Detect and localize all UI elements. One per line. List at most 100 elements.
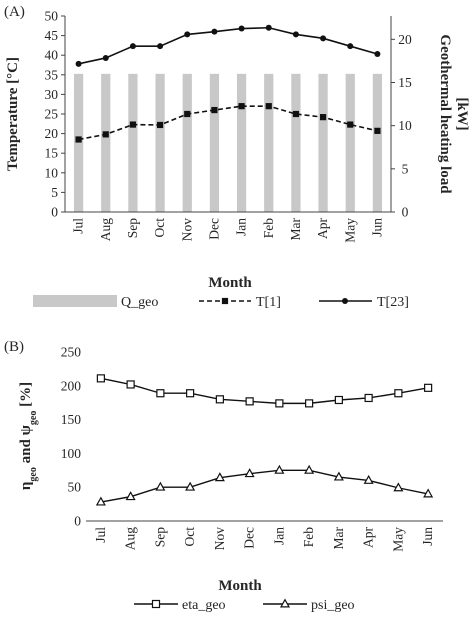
panel-label-b: (B) xyxy=(4,339,24,355)
b-point-psi_geo xyxy=(185,481,196,491)
a-right-axis-title-line1: Geothermal heating load xyxy=(437,34,453,194)
b-y-tick-label: 150 xyxy=(61,412,82,427)
b-point-eta_geo xyxy=(275,399,284,408)
b-x-tick-label: Jul xyxy=(93,527,108,543)
a-bar-Nov xyxy=(182,73,192,212)
a-legend-marker-T[23] xyxy=(342,298,348,304)
a-x-tick-label: Mar xyxy=(288,218,303,241)
b-x-tick-label: Jun xyxy=(420,527,435,546)
a-legend-label: T[1] xyxy=(256,295,281,310)
b-legend-marker-eta_geo xyxy=(151,599,161,609)
a-x-tick-label: Jul xyxy=(71,218,86,234)
b-y-tick-label: 250 xyxy=(61,345,82,360)
b-legend-marker-psi_geo xyxy=(279,598,291,608)
a-y-tick-label: 25 xyxy=(45,107,59,122)
chart-b: (B) 0 50 100 150 200 250 Jul Aug Sep Oct Nov Dec Jan… xyxy=(4,339,443,613)
a-series-line-T[23] xyxy=(78,26,378,65)
b-x-tick-label: Sep xyxy=(152,527,167,548)
a-point-T[23] xyxy=(157,43,164,50)
a-bar-Mar xyxy=(291,73,301,212)
b-point-eta_geo xyxy=(394,389,403,398)
a-x-tick-label: Dec xyxy=(206,218,221,240)
a-point-T[23] xyxy=(184,31,191,38)
a-x-tick-label: Jun xyxy=(369,218,384,237)
b-y-tick-label: 200 xyxy=(61,378,82,393)
a-x-tick-label: Sep xyxy=(125,218,140,239)
a-y-tick-label: 45 xyxy=(45,28,59,43)
a-point-T[1] xyxy=(211,106,218,114)
b-point-eta_geo xyxy=(245,397,254,406)
a-y-tick-label: 15 xyxy=(45,146,59,161)
b-point-eta_geo xyxy=(156,389,165,398)
b-x-tick-label: Jan xyxy=(271,527,286,545)
a-right-tick-label: 5 xyxy=(402,161,409,176)
a-point-T[23] xyxy=(265,24,272,31)
a-lines-group xyxy=(75,24,381,143)
b-x-tick-label: Feb xyxy=(301,527,316,548)
b-point-psi_geo xyxy=(274,464,285,474)
b-legend: eta_geo psi_geo xyxy=(134,598,355,613)
b-lines-group xyxy=(95,374,434,506)
b-x-tick-label: Apr xyxy=(361,527,376,548)
b-point-psi_geo xyxy=(423,488,434,498)
b-x-tick-label: Aug xyxy=(123,527,138,550)
b-point-psi_geo xyxy=(363,474,374,484)
b-y-tick-label: 100 xyxy=(61,446,82,461)
a-x-tick-label: Jan xyxy=(234,218,249,236)
a-y-tick-label: 50 xyxy=(45,9,59,24)
b-axes-group: 0 50 100 150 200 250 Jul Aug Sep Oct Nov Dec Jan Feb M… xyxy=(61,345,443,552)
a-point-T[1] xyxy=(374,127,381,134)
a-x-axis-title: Month xyxy=(208,275,252,291)
b-point-eta_geo xyxy=(305,399,314,408)
a-right-tick-label: 15 xyxy=(398,75,412,90)
b-point-eta_geo xyxy=(424,383,433,392)
a-point-T[23] xyxy=(75,60,82,67)
b-point-eta_geo xyxy=(364,393,373,403)
a-point-T[1] xyxy=(347,121,354,128)
a-y-tick-label: 30 xyxy=(45,87,59,102)
a-point-T[23] xyxy=(211,28,218,35)
a-point-T[1] xyxy=(319,114,327,121)
b-x-tick-label: Oct xyxy=(182,527,197,547)
a-point-T[1] xyxy=(129,121,137,128)
b-point-eta_geo xyxy=(96,374,105,383)
a-bar-Apr xyxy=(318,73,328,212)
a-right-tick-label: 10 xyxy=(398,118,412,133)
a-bar-Feb xyxy=(264,73,274,212)
a-point-T[1] xyxy=(156,121,164,129)
a-x-tick-label: Apr xyxy=(315,218,330,239)
b-point-psi_geo xyxy=(214,472,225,482)
a-x-tick-label: Aug xyxy=(98,218,113,241)
a-point-T[23] xyxy=(102,54,109,61)
a-point-T[23] xyxy=(129,43,136,50)
a-right-axis-title-line2: [kW] xyxy=(454,97,470,130)
b-y-tick-label: 50 xyxy=(68,480,82,495)
b-legend-label: psi_geo xyxy=(311,598,355,613)
a-bar-Aug xyxy=(101,73,111,212)
a-bar-Jan xyxy=(236,73,247,212)
a-y-tick-label: 40 xyxy=(45,48,59,63)
a-y-tick-label: 35 xyxy=(45,67,59,82)
a-point-T[1] xyxy=(102,131,109,138)
b-y-axis-title: ηgeo and ψgeo [%] xyxy=(18,382,39,490)
a-y-tick-label: 20 xyxy=(45,126,59,141)
b-series-line-eta_geo xyxy=(100,377,429,405)
a-legend-label: T[23] xyxy=(377,295,409,310)
a-point-T[1] xyxy=(265,103,272,110)
a-y-tick-label: 10 xyxy=(45,165,59,180)
b-x-tick-label: Dec xyxy=(242,527,257,549)
a-point-T[23] xyxy=(320,35,327,42)
b-y-tick-label: 0 xyxy=(74,514,81,529)
a-point-T[1] xyxy=(75,136,82,143)
chart-a: (A) 0 5 10 15 20 25 30 35 40 45 50 0 5 10 15 20 Jul Aug Se… xyxy=(4,4,470,310)
panel-label-a: (A) xyxy=(4,4,25,20)
a-point-T[1] xyxy=(238,103,245,110)
a-x-tick-label: Nov xyxy=(179,218,194,241)
b-x-axis-title: Month xyxy=(218,578,262,594)
a-bar-Jun xyxy=(372,73,383,212)
a-legend-swatch-Q_geo xyxy=(33,295,117,307)
a-point-T[23] xyxy=(347,43,354,50)
a-bar-Sep xyxy=(128,73,138,212)
b-point-psi_geo xyxy=(155,481,166,491)
